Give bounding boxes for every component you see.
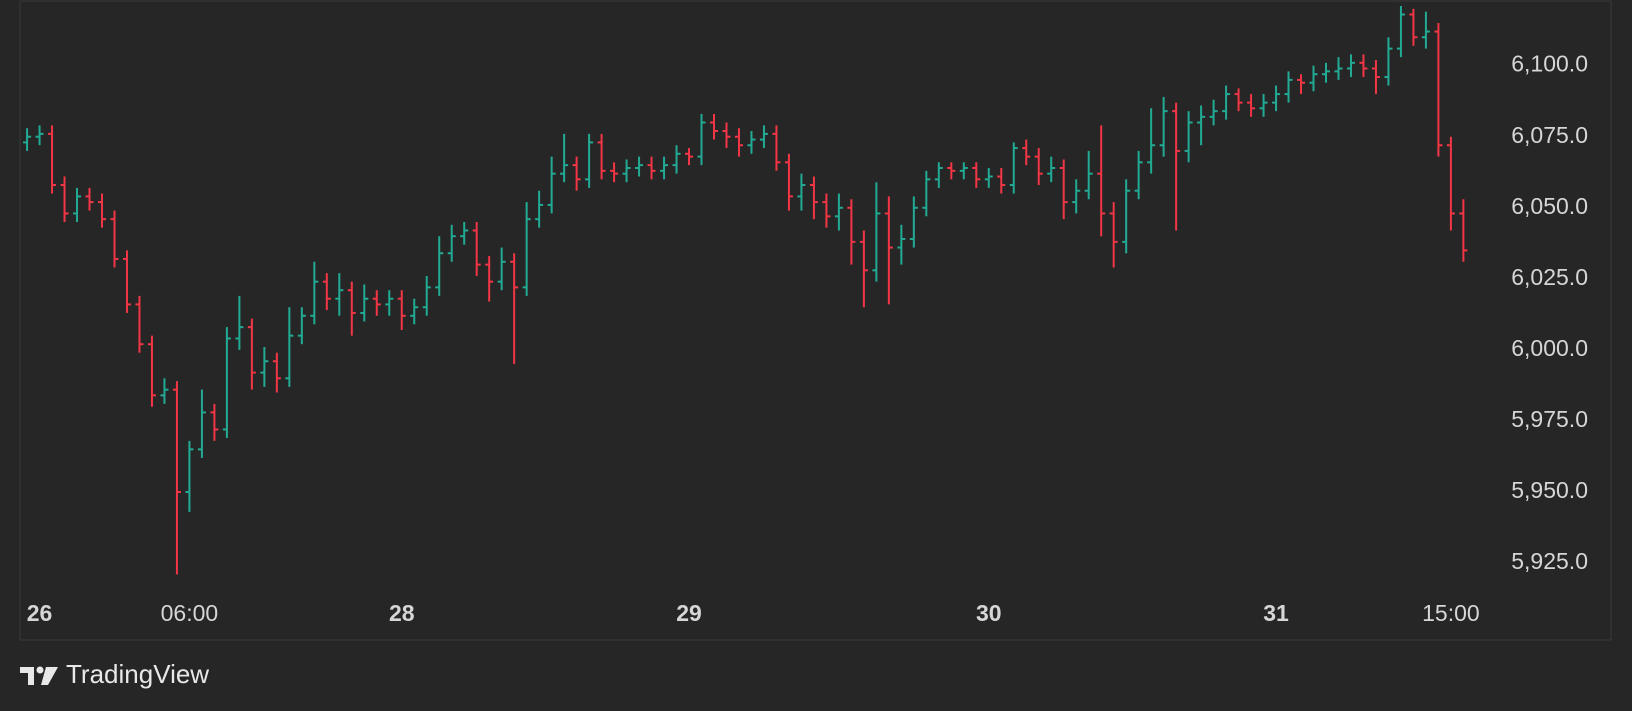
logo-slash (41, 667, 58, 685)
y-tick-label: 6,050.0 (1511, 193, 1588, 219)
y-tick-label: 6,025.0 (1511, 264, 1588, 290)
x-tick-label: 30 (976, 600, 1002, 626)
x-tick-label: 15:00 (1422, 600, 1480, 626)
y-tick-label: 6,075.0 (1511, 122, 1588, 148)
x-tick-label: 31 (1263, 600, 1289, 626)
y-tick-label: 5,975.0 (1511, 406, 1588, 432)
x-tick-label: 06:00 (161, 600, 219, 626)
y-tick-label: 6,000.0 (1511, 335, 1588, 361)
y-tick-label: 5,925.0 (1511, 548, 1588, 574)
y-tick-label: 5,950.0 (1511, 477, 1588, 503)
x-tick-label: 28 (389, 600, 415, 626)
x-tick-label: 29 (676, 600, 702, 626)
x-tick-label: 26 (27, 600, 53, 626)
logo-dot (36, 666, 44, 674)
y-tick-label: 6,100.0 (1511, 51, 1588, 77)
watermark: TradingView (66, 659, 209, 689)
logo-mark (20, 667, 34, 685)
logo (20, 666, 58, 685)
